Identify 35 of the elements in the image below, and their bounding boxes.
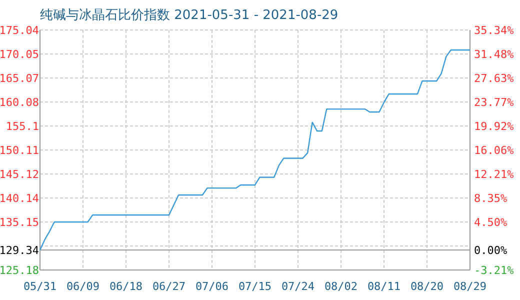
x-tick-label: 07/06	[195, 280, 229, 293]
x-tick-label: 08/20	[410, 280, 444, 293]
y-tick-label: 160.08	[0, 96, 39, 110]
y-tick-label: 135.15	[0, 216, 39, 230]
y-tick-label: 140.14	[0, 192, 40, 205]
y2-tick-label: 35.34%	[474, 24, 514, 37]
y-tick-label: 175.04	[0, 24, 40, 37]
y2-tick-label: 27.63%	[474, 72, 514, 85]
ref-line-label: 129.34	[0, 244, 40, 257]
y2-tick-label: 23.77%	[474, 96, 514, 110]
y-tick-label: 125.18	[0, 264, 39, 277]
y2-tick-label: 8.35%	[474, 192, 508, 206]
y2-tick-label: 4.50%	[474, 216, 508, 229]
y-tick-label: 150.11	[0, 144, 39, 157]
y2-tick-label: 0.00%	[474, 244, 508, 258]
y2-tick-label: 16.06%	[474, 144, 514, 158]
x-tick-label: 06/18	[109, 280, 143, 293]
chart-title: 纯碱与冰晶石比价指数 2021-05-31 - 2021-08-29	[40, 8, 338, 23]
x-tick-label: 08/02	[324, 280, 358, 293]
y2-tick-label: -3.21%	[474, 264, 514, 277]
y2-tick-label: 19.92%	[474, 120, 514, 133]
y-tick-label: 165.07	[0, 72, 39, 85]
y2-tick-label: 12.21%	[474, 168, 514, 181]
y-tick-label: 155.1	[6, 120, 39, 133]
x-tick-label: 08/29	[453, 280, 487, 293]
x-tick-label: 06/09	[66, 280, 100, 293]
y-tick-label: 145.12	[0, 168, 39, 182]
line-series	[39, 49, 471, 251]
x-tick-label: 08/11	[367, 280, 401, 293]
x-tick-label: 07/15	[238, 280, 272, 293]
y-tick-label: 170.05	[0, 48, 39, 62]
x-tick-label: 05/31	[23, 280, 57, 293]
x-tick-label: 06/27	[152, 280, 186, 293]
x-tick-label: 07/24	[281, 280, 315, 293]
y2-tick-label: 31.48%	[474, 48, 514, 62]
